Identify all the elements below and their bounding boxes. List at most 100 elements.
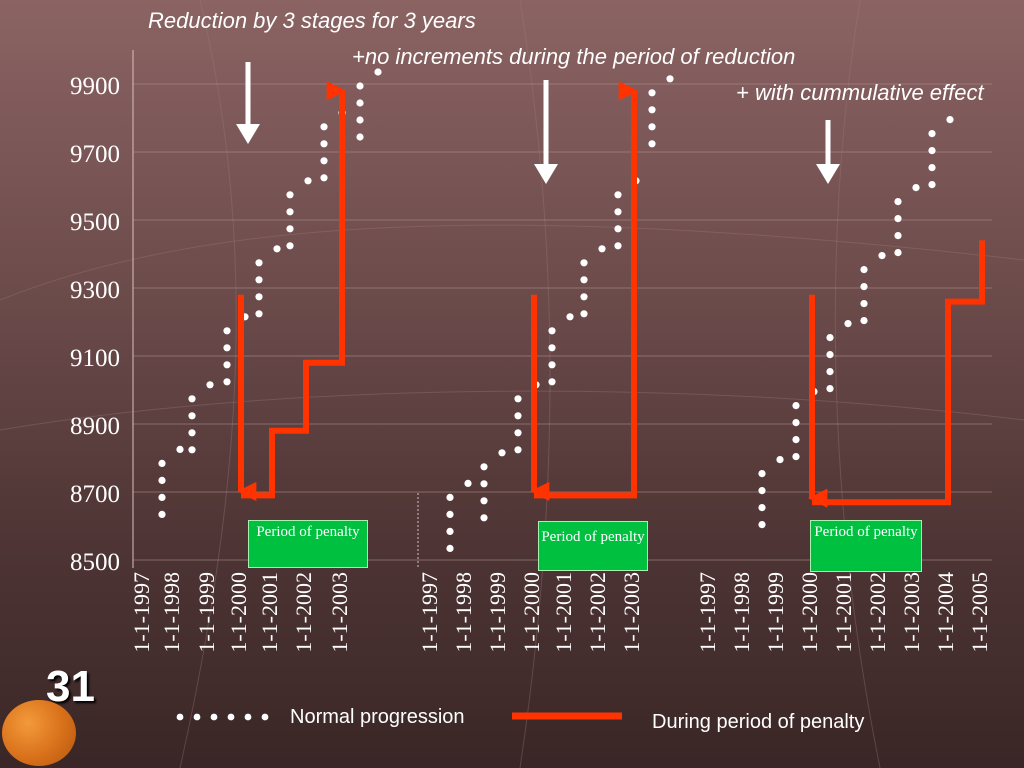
stage-arrows <box>236 62 840 184</box>
data-point <box>320 157 328 165</box>
data-point <box>566 313 574 321</box>
penalty-lines <box>237 81 985 508</box>
data-point <box>894 198 902 206</box>
data-point <box>580 276 588 284</box>
y-tick-labels: 8500 8700 8900 9100 9300 9500 9700 9900 <box>70 73 120 576</box>
data-point <box>758 521 766 529</box>
x-tick-label: 1-1-2002 <box>585 572 610 653</box>
data-point <box>844 320 852 328</box>
x-tick-label: 1-1-1997 <box>417 572 442 653</box>
data-point <box>188 395 196 403</box>
data-point <box>548 327 556 335</box>
data-point <box>860 266 868 274</box>
data-point <box>320 140 328 148</box>
x-tick-label: 1-1-2000 <box>519 572 544 653</box>
y-tick-label: 9900 <box>70 73 120 100</box>
data-point <box>912 184 920 192</box>
x-tick-label: 1-1-1999 <box>194 572 219 653</box>
data-point <box>792 453 800 461</box>
data-point <box>176 445 184 453</box>
data-point <box>758 470 766 478</box>
data-point <box>356 82 364 90</box>
data-point <box>255 310 263 318</box>
caption-cumulative: + with cummulative effect <box>736 80 984 105</box>
data-point <box>580 259 588 267</box>
data-point <box>648 89 656 97</box>
caption-no-increments: +no increments during the period of redu… <box>352 44 796 69</box>
data-point <box>792 419 800 427</box>
legend-dot <box>210 713 218 721</box>
data-point <box>548 361 556 369</box>
data-point <box>514 395 522 403</box>
x-tick-label: 1-1-2003 <box>619 572 644 653</box>
data-point <box>446 544 454 553</box>
data-point <box>498 449 506 457</box>
data-point <box>928 164 936 172</box>
data-point <box>946 116 954 124</box>
data-point <box>255 276 263 284</box>
data-point <box>158 493 166 501</box>
data-point <box>446 510 454 518</box>
data-point <box>286 208 294 216</box>
x-tick-labels: 1-1-1997 1-1-1998 1-1-1999 1-1-2000 1-1-2001… <box>129 572 992 653</box>
data-point <box>286 225 294 233</box>
data-point <box>223 378 231 386</box>
legend-dot <box>193 713 201 721</box>
data-point <box>158 510 166 518</box>
data-point <box>480 514 488 522</box>
x-tick-label: 1-1-2002 <box>291 572 316 653</box>
data-point <box>860 283 868 291</box>
data-point <box>206 381 214 389</box>
legend-dot <box>261 713 269 721</box>
data-point <box>826 385 834 393</box>
data-point <box>666 75 674 83</box>
legend-dot <box>227 713 235 721</box>
x-tick-label: 1-1-2003 <box>327 572 352 653</box>
data-point <box>758 487 766 495</box>
axes <box>132 50 419 568</box>
x-tick-label: 1-1-1998 <box>451 572 476 653</box>
data-point <box>894 215 902 223</box>
data-point <box>273 245 281 253</box>
data-point <box>598 245 606 253</box>
legend-dot <box>176 713 184 721</box>
x-tick-label: 1-1-2005 <box>967 572 992 653</box>
data-point <box>776 456 784 464</box>
x-tick-label: 1-1-1997 <box>129 572 154 653</box>
data-point <box>255 293 263 301</box>
x-tick-label: 1-1-2000 <box>226 572 251 653</box>
data-point <box>446 527 454 536</box>
penalty-box-3: Period of penalty <box>810 520 922 572</box>
x-tick-label: 1-1-2003 <box>899 572 924 653</box>
data-point <box>648 123 656 131</box>
data-point <box>480 463 488 471</box>
data-point <box>188 412 196 420</box>
orange-orb <box>2 700 76 766</box>
y-tick-label: 9100 <box>70 345 120 372</box>
x-tick-label: 1-1-1999 <box>763 572 788 653</box>
data-point <box>188 446 196 454</box>
legend-normal-label: Normal progression <box>290 706 465 728</box>
y-tick-label: 8500 <box>70 549 120 576</box>
data-point <box>894 249 902 257</box>
data-point <box>580 293 588 301</box>
data-point <box>223 327 231 335</box>
data-point <box>223 361 231 369</box>
data-point <box>580 310 588 318</box>
data-point <box>548 378 556 386</box>
data-point <box>446 493 454 501</box>
data-point <box>223 344 231 352</box>
data-point <box>464 479 472 487</box>
data-point <box>356 133 364 141</box>
normal-progression-points <box>158 68 954 553</box>
data-point <box>548 344 556 352</box>
x-tick-label: 1-1-1999 <box>485 572 510 653</box>
data-point <box>514 412 522 420</box>
data-point <box>158 459 166 467</box>
y-tick-label: 8900 <box>70 413 120 440</box>
data-point <box>304 177 312 185</box>
stage-arrow-head <box>236 124 260 144</box>
x-tick-label: 1-1-2001 <box>831 572 856 653</box>
